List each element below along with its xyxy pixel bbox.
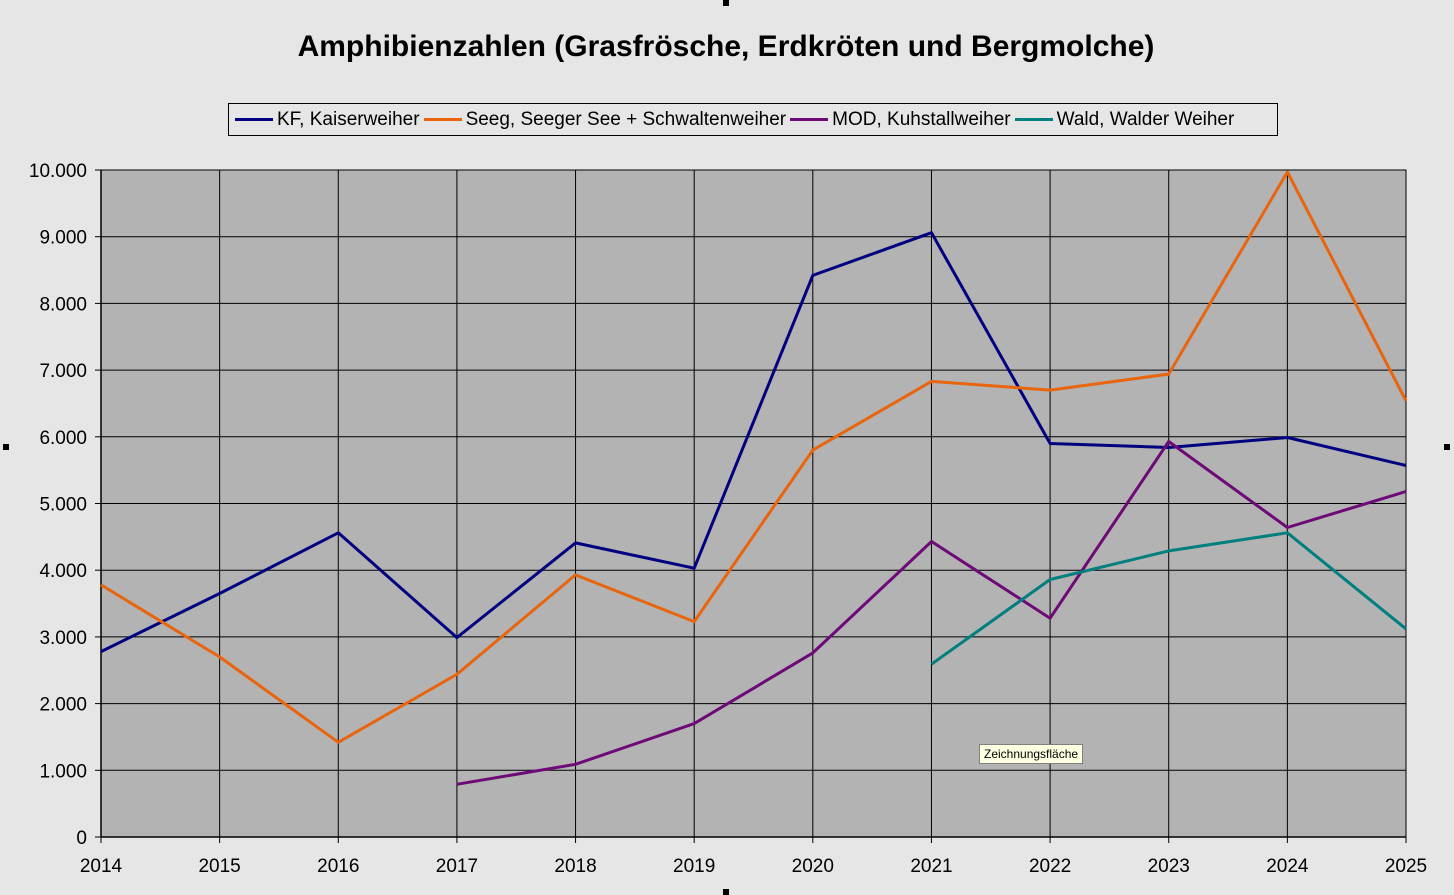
x-tick-label: 2014 — [80, 856, 123, 877]
x-tick-label: 2015 — [198, 856, 240, 877]
x-tick-label: 2023 — [1148, 856, 1190, 877]
legend-swatch — [1014, 118, 1053, 121]
legend-item-seeg[interactable]: Seeg, Seeger See + Schwaltenweiher — [423, 108, 787, 131]
y-tick-label: 9.000 — [39, 228, 87, 249]
legend-item-mod[interactable]: MOD, Kuhstallweiher — [790, 108, 1011, 131]
y-tick-label: 8.000 — [39, 294, 87, 315]
x-tick-label: 2019 — [673, 856, 715, 877]
y-tick-label: 0 — [76, 828, 87, 849]
legend-swatch — [423, 118, 462, 121]
y-tick-label: 5.000 — [39, 495, 87, 516]
legend-label: Wald, Walder Weiher — [1056, 108, 1235, 130]
y-tick-label: 1.000 — [39, 761, 87, 782]
y-tick-label: 4.000 — [39, 561, 87, 582]
x-tick-label: 2018 — [554, 856, 596, 877]
y-tick-label: 2.000 — [39, 695, 87, 716]
legend-swatch — [790, 118, 829, 121]
series-line-mod[interactable] — [456, 440, 1407, 786]
y-tick-label: 10.000 — [29, 161, 87, 182]
x-tick-label: 2024 — [1266, 856, 1309, 877]
x-tick-label: 2016 — [317, 856, 359, 877]
x-tick-label: 2020 — [792, 856, 834, 877]
legend-label: Seeg, Seeger See + Schwaltenweiher — [465, 108, 787, 130]
legend-label: MOD, Kuhstallweiher — [832, 108, 1011, 130]
x-tick-label: 2025 — [1385, 856, 1427, 877]
x-tick-label: 2017 — [436, 856, 478, 877]
legend-swatch — [235, 118, 273, 121]
y-tick-label: 3.000 — [39, 628, 87, 649]
series-line-wald[interactable] — [930, 531, 1407, 666]
selection-handle[interactable] — [723, 0, 729, 6]
x-tick-label: 2022 — [1029, 856, 1071, 877]
legend-label: KF, Kaiserweiher — [277, 108, 420, 130]
plot-area-tooltip: Zeichnungsfläche — [979, 744, 1084, 764]
chart-title: Amphibienzahlen (Grasfrösche, Erdkröten … — [297, 30, 1155, 63]
y-tick-label: 7.000 — [39, 361, 87, 382]
series-line-seeg[interactable] — [100, 170, 1408, 744]
selection-handle[interactable] — [3, 444, 9, 450]
legend-item-wald[interactable]: Wald, Walder Weiher — [1014, 108, 1235, 131]
y-tick-label: 6.000 — [39, 428, 87, 449]
series-line-kf[interactable] — [100, 231, 1407, 653]
legend-item-kf[interactable]: KF, Kaiserweiher — [235, 109, 420, 131]
selection-handle[interactable] — [1444, 444, 1450, 450]
x-tick-label: 2021 — [910, 856, 952, 877]
chart-legend[interactable]: KF, Kaiserweiher Seeg, Seeger See + Schwa… — [228, 103, 1278, 136]
selection-handle[interactable] — [723, 889, 729, 895]
